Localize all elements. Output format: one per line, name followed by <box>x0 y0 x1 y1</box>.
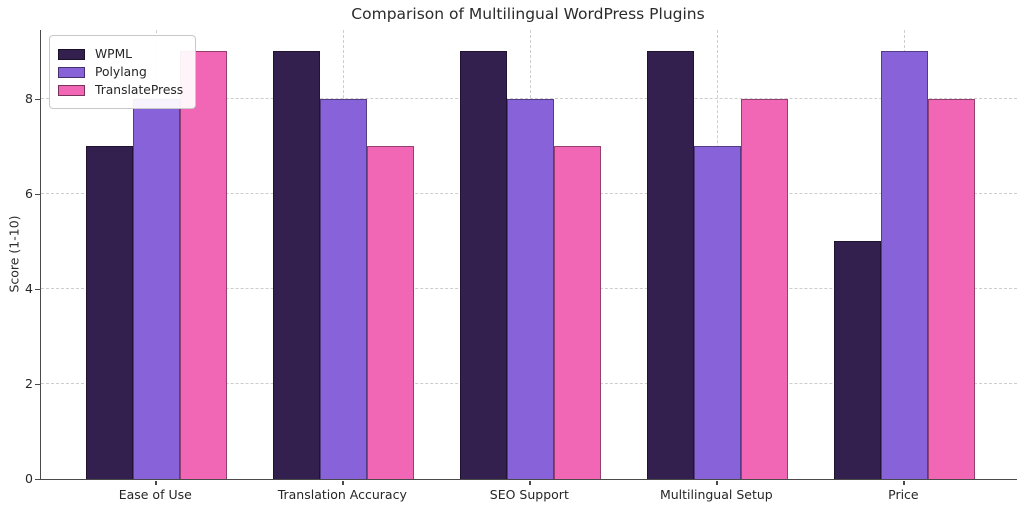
legend-item-polylang: Polylang <box>58 65 183 79</box>
bar-translatepress-price <box>927 98 975 479</box>
bar-polylang-price <box>880 51 928 479</box>
x-tick-mark-translation-accuracy <box>342 480 344 485</box>
x-tick-label-translation-accuracy: Translation Accuracy <box>277 487 407 502</box>
x-tick-label-multilingual-setup: Multilingual Setup <box>659 487 773 502</box>
y-tick-label-8: 8 <box>25 90 33 106</box>
legend-item-translatepress: TranslatePress <box>58 83 183 97</box>
legend-label-polylang: Polylang <box>95 65 147 79</box>
bar-translatepress-translation-accuracy <box>366 146 414 479</box>
legend: WPML Polylang TranslatePress <box>49 35 197 109</box>
bar-wpml-seo-support <box>459 51 507 479</box>
y-tick-mark-4 <box>35 288 40 291</box>
bar-polylang-translation-accuracy <box>319 98 367 479</box>
y-tick-label-0: 0 <box>25 471 33 486</box>
legend-swatch-wpml <box>58 48 85 60</box>
x-tick-mark-ease-of-use <box>155 480 157 485</box>
chart-title: Comparison of Multilingual WordPress Plu… <box>351 5 705 23</box>
y-tick-label-6: 6 <box>25 185 33 201</box>
legend-item-wpml: WPML <box>58 47 183 61</box>
legend-label-wpml: WPML <box>95 47 133 61</box>
y-tick-mark-0 <box>35 479 40 481</box>
legend-swatch-translatepress <box>58 84 85 96</box>
bar-wpml-price <box>833 241 881 479</box>
bar-translatepress-ease-of-use <box>179 51 227 479</box>
bar-translatepress-seo-support <box>553 146 601 479</box>
bar-wpml-translation-accuracy <box>272 51 320 479</box>
bar-translatepress-multilingual-setup <box>740 98 788 479</box>
bar-polylang-multilingual-setup <box>693 146 741 479</box>
y-tick-label-2: 2 <box>25 375 33 391</box>
x-tick-label-seo-support: SEO Support <box>489 487 569 502</box>
y-tick-mark-6 <box>35 193 40 196</box>
x-tick-mark-price <box>903 480 905 485</box>
y-tick-mark-8 <box>35 98 40 101</box>
legend-swatch-polylang <box>58 66 85 78</box>
gridline-y-8 <box>41 97 1017 99</box>
bar-wpml-ease-of-use <box>85 146 133 479</box>
x-tick-label-price: Price <box>888 487 919 502</box>
bar-polylang-seo-support <box>506 98 554 479</box>
x-tick-mark-multilingual-setup <box>716 480 718 485</box>
x-tick-mark-seo-support <box>529 480 531 485</box>
legend-label-translatepress: TranslatePress <box>95 83 184 97</box>
y-tick-mark-2 <box>35 383 40 386</box>
y-tick-label-4: 4 <box>25 280 33 296</box>
x-tick-label-ease-of-use: Ease of Use <box>118 487 192 502</box>
bar-polylang-ease-of-use <box>132 98 180 479</box>
bar-wpml-multilingual-setup <box>646 51 694 479</box>
plot-area <box>40 30 1017 480</box>
